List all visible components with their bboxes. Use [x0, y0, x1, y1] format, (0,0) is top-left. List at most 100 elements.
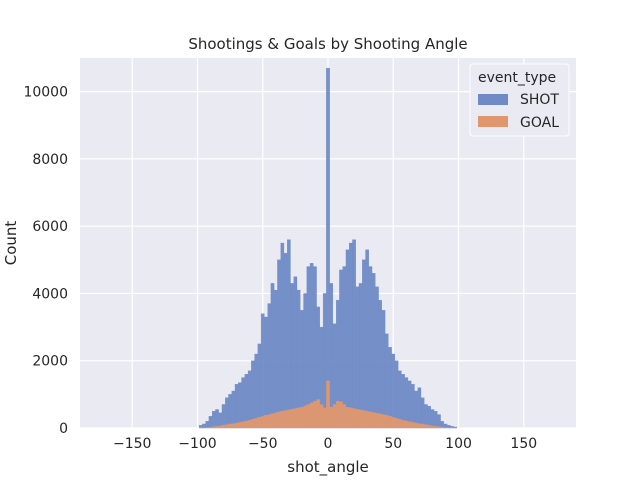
goal-bar: [369, 412, 372, 428]
goal-bar: [385, 415, 388, 428]
y-axis-label: Count: [2, 221, 20, 266]
shot-bar: [212, 411, 215, 428]
goal-bar: [395, 418, 398, 428]
shot-bar: [343, 267, 346, 428]
x-axis-label: shot_angle: [287, 458, 369, 477]
goal-bar: [225, 425, 228, 428]
goal-bar: [209, 427, 212, 428]
goal-bar: [294, 408, 297, 428]
shot-bar: [255, 354, 258, 428]
goal-bar: [333, 404, 336, 428]
goal-bar: [281, 411, 284, 428]
goal-bar: [307, 404, 310, 428]
shot-bar: [382, 310, 385, 428]
shot-bar: [284, 253, 287, 428]
goal-bar: [339, 402, 342, 428]
goal-bar: [414, 423, 417, 428]
shot-bar: [385, 334, 388, 428]
goal-bar: [277, 412, 280, 428]
shot-bar: [219, 413, 222, 428]
shot-bar: [245, 374, 248, 428]
goal-bar: [212, 427, 215, 428]
goal-bar: [418, 424, 421, 428]
shot-bar: [362, 260, 365, 428]
shot-bar: [366, 250, 369, 428]
y-tick-label: 8000: [32, 152, 68, 168]
goal-bar: [261, 416, 264, 428]
shot-bar: [206, 421, 209, 428]
legend-title: event_type: [478, 70, 556, 86]
shot-bar: [290, 283, 293, 428]
goal-bar: [222, 425, 225, 428]
goal-bar: [323, 408, 326, 428]
goal-bar: [297, 408, 300, 428]
shot-bar: [258, 344, 261, 428]
shot-bar: [375, 287, 378, 428]
y-tick-label: 0: [59, 421, 68, 437]
shot-bar: [202, 424, 205, 428]
goal-bar: [232, 424, 235, 428]
goal-bar: [235, 423, 238, 428]
goal-bar: [336, 401, 339, 428]
shot-bar: [437, 415, 440, 428]
goal-bar: [317, 399, 320, 428]
shot-bar: [369, 267, 372, 428]
shot-bar: [251, 361, 254, 428]
shot-bar: [405, 378, 408, 428]
x-tick-label: −100: [178, 436, 216, 452]
goal-bar: [356, 409, 359, 428]
goal-bar: [300, 407, 303, 428]
goal-bar: [215, 426, 218, 428]
shot-bar: [346, 250, 349, 428]
goal-bar: [408, 422, 411, 428]
shot-bar: [271, 283, 274, 428]
goal-bar: [366, 411, 369, 428]
chart-title: Shootings & Goals by Shooting Angle: [188, 35, 467, 53]
goal-bar: [411, 422, 414, 428]
x-tick-label: 0: [324, 436, 333, 452]
goal-bar: [310, 403, 313, 428]
goal-bar: [431, 426, 434, 428]
shot-bar: [294, 277, 297, 428]
shot-bar: [274, 290, 277, 428]
legend-label-goal: GOAL: [520, 115, 559, 131]
shot-bar: [428, 406, 431, 428]
shot-bar: [238, 383, 241, 428]
shot-bar: [277, 260, 280, 428]
shot-bar: [281, 243, 284, 428]
legend-label-shot: SHOT: [520, 92, 559, 108]
shot-bar: [330, 283, 333, 428]
goal-bar: [255, 418, 258, 428]
shot-bar: [418, 388, 421, 428]
goal-bar: [343, 404, 346, 428]
y-tick-label: 6000: [32, 219, 68, 235]
goal-bar: [274, 413, 277, 428]
goal-bar: [219, 426, 222, 428]
shot-bar: [356, 287, 359, 428]
shot-bar: [421, 398, 424, 428]
goal-bar: [248, 420, 251, 428]
shot-bar: [261, 314, 264, 428]
goal-bar: [206, 427, 209, 428]
goal-bar: [382, 415, 385, 428]
goal-bar: [320, 404, 323, 428]
shot-bar: [215, 410, 218, 429]
goal-bar: [238, 422, 241, 428]
goal-bar: [437, 427, 440, 428]
goal-bar: [304, 406, 307, 428]
goal-bar: [392, 417, 395, 428]
shot-bar: [326, 68, 329, 428]
x-tick-label: −50: [248, 436, 278, 452]
goal-bar: [287, 410, 290, 428]
goal-bar: [359, 410, 362, 428]
shot-bar: [352, 240, 355, 428]
goal-bar: [398, 419, 401, 428]
y-tick-label: 2000: [32, 354, 68, 370]
shot-bar: [388, 347, 391, 428]
shot-bar: [287, 240, 290, 428]
goal-bar: [401, 420, 404, 428]
goal-bar: [268, 415, 271, 428]
